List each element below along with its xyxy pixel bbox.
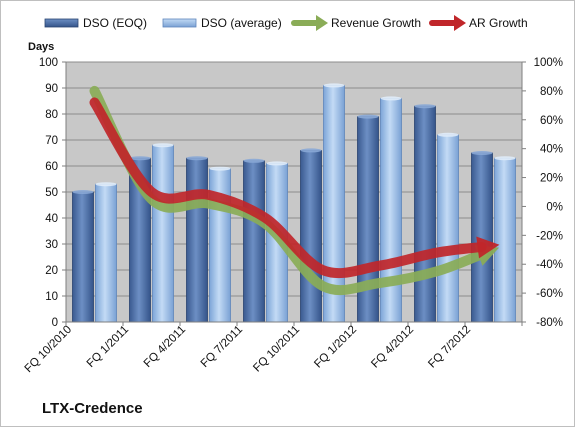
y2-tick-label: 0% [546, 201, 563, 213]
y-tick-label: 60 [45, 161, 58, 173]
legend-label: DSO (EOQ) [83, 16, 147, 30]
bar-dso-eoq [300, 149, 322, 323]
bar-top-cap [300, 148, 322, 153]
y-axis-label: Days [28, 41, 54, 53]
y-tick-label: 0 [52, 317, 58, 329]
bar-top-cap [357, 114, 379, 119]
revenue-growth-line [89, 85, 488, 295]
bar-dso-average [95, 183, 117, 323]
bar-top-cap [414, 104, 436, 109]
bar-top-cap [186, 156, 208, 161]
bar-top-cap [243, 158, 265, 163]
legend-label: Revenue Growth [331, 16, 421, 30]
y2-tick-label: -40% [536, 259, 563, 271]
bar-top-cap [129, 156, 151, 161]
legend: DSO (EOQ) DSO (average) Revenue Growth AR G… [44, 15, 528, 31]
y-axis-left-ticks: 0 10 20 30 40 50 60 70 80 90 100 [39, 57, 66, 329]
company-name: LTX-Credence [42, 400, 143, 417]
lines-layer [89, 85, 500, 295]
bar-top-cap [72, 190, 94, 194]
bar-top-cap [95, 182, 117, 187]
y-axis-right-ticks: -80% -60% -40% -20% 0% 20% 40% 60% 80% 100% [522, 57, 563, 329]
bar-top-cap [494, 156, 516, 161]
bar-dso-average [437, 134, 459, 323]
bar-top-cap [323, 83, 345, 88]
ar-growth-arrowhead [476, 236, 500, 259]
legend-swatch [162, 18, 197, 28]
y2-tick-label: 100% [534, 57, 563, 69]
y2-tick-label: -20% [536, 230, 563, 242]
y2-tick-label: 80% [540, 86, 563, 98]
legend-arrowhead [454, 15, 466, 31]
bar-dso-average [152, 144, 174, 323]
bar-top-cap [437, 132, 459, 137]
y-tick-label: 80 [45, 109, 58, 121]
bar-top-cap [209, 166, 231, 171]
y-tick-label: 10 [45, 291, 58, 303]
bar-dso-eoq [243, 160, 265, 323]
y2-tick-label: -60% [536, 288, 563, 300]
y-tick-label: 30 [45, 239, 58, 251]
legend-label: DSO (average) [201, 16, 282, 30]
legend-item: DSO (EOQ) [44, 16, 147, 30]
ar-growth-line [89, 97, 487, 279]
bar-top-cap [266, 161, 288, 166]
bar-dso-eoq [72, 191, 94, 323]
bar-dso-eoq [471, 152, 493, 323]
bar-top-cap [380, 96, 402, 101]
y-tick-label: 90 [45, 83, 58, 95]
bar-dso-average [380, 98, 402, 323]
bar-dso-average [494, 157, 516, 323]
bar-dso-eoq [414, 105, 436, 323]
y-tick-label: 70 [45, 135, 58, 147]
y2-tick-label: 60% [540, 115, 563, 127]
legend-item: AR Growth [429, 15, 528, 31]
y2-tick-label: 20% [540, 173, 563, 185]
legend-item: Revenue Growth [291, 15, 421, 31]
legend-arrowhead [316, 15, 328, 31]
y2-tick-label: -80% [536, 317, 563, 329]
y-tick-label: 50 [45, 187, 58, 199]
legend-label: AR Growth [469, 16, 528, 30]
y-tick-label: 20 [45, 265, 58, 277]
bar-top-cap [152, 143, 174, 148]
y-tick-label: 100 [39, 57, 58, 69]
legend-item: DSO (average) [162, 16, 282, 30]
bar-top-cap [471, 151, 493, 155]
y2-tick-label: 40% [540, 144, 563, 156]
bar-dso-eoq [186, 157, 208, 323]
legend-swatch [44, 18, 79, 28]
y-tick-label: 40 [45, 213, 58, 225]
